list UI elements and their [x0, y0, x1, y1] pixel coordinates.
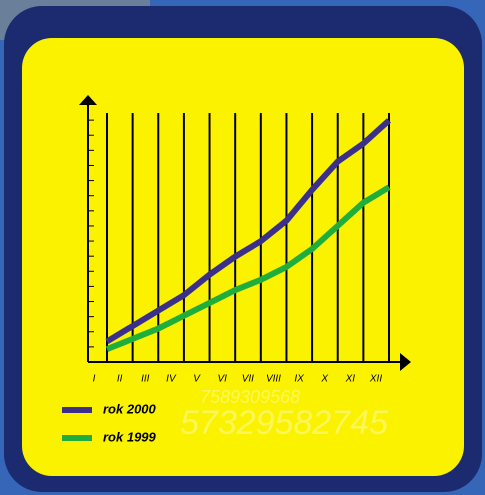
legend-label: rok 1999 — [103, 429, 157, 444]
x-tick-label: VIII — [266, 374, 281, 385]
x-tick-label: XI — [345, 374, 356, 385]
x-tick-label: I — [93, 374, 96, 385]
x-tick-label: II — [117, 374, 123, 385]
legend-label: rok 2000 — [103, 401, 157, 416]
x-tick-label: X — [320, 374, 328, 385]
watermark: 57329582745 — [180, 404, 388, 442]
x-tick-label: VII — [242, 374, 254, 385]
x-axis-arrow — [400, 353, 411, 371]
x-tick-label: V — [193, 374, 201, 385]
x-tick-label: IV — [166, 374, 177, 385]
x-tick-label: XII — [369, 374, 382, 385]
x-tick-label: VI — [217, 374, 227, 385]
y-axis-arrow — [79, 95, 97, 105]
watermark: 7589309568 — [200, 387, 300, 407]
series-line — [105, 184, 391, 352]
x-tick-label: III — [141, 374, 150, 385]
series-line — [105, 118, 392, 345]
x-tick-label: IX — [294, 374, 304, 385]
